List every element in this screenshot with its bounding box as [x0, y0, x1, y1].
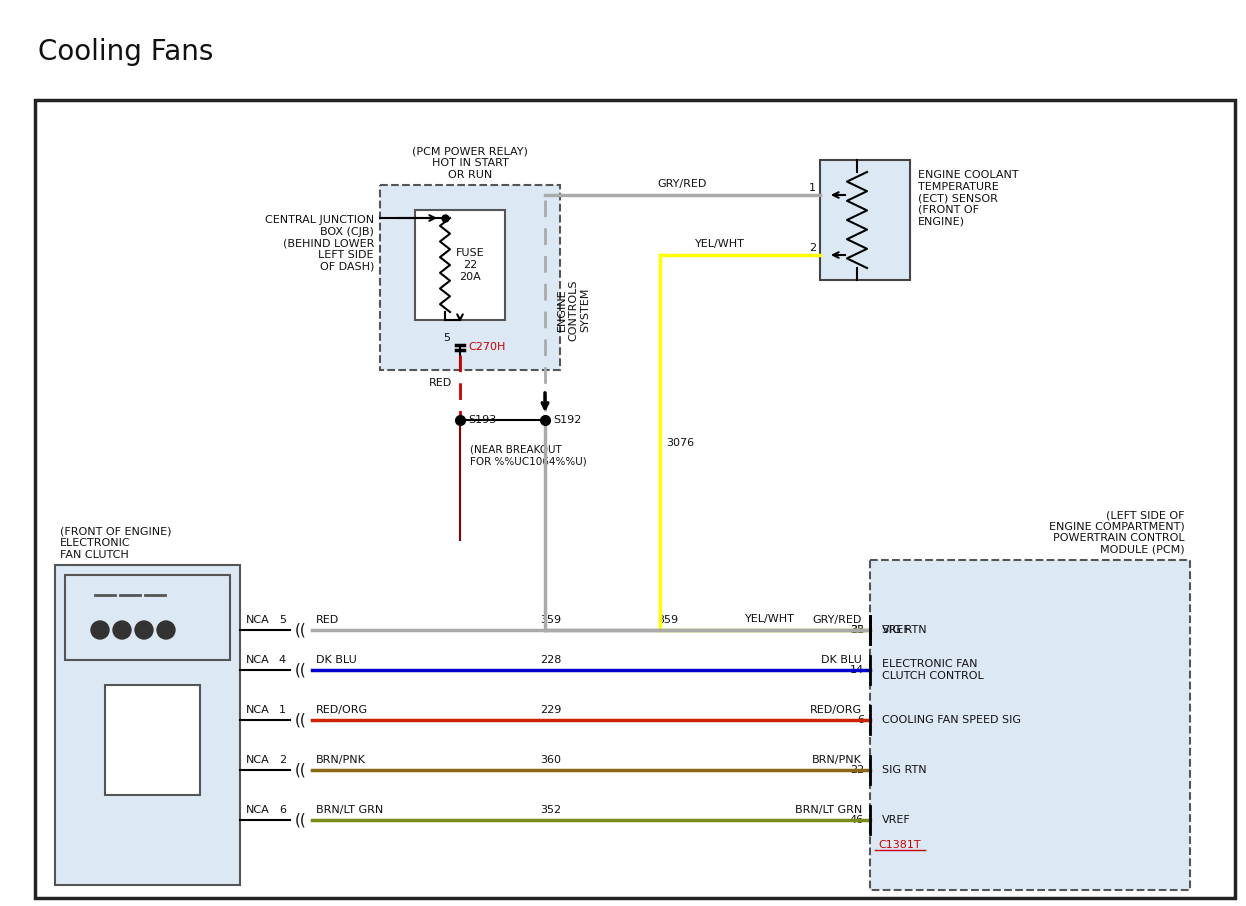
Text: GRY/RED: GRY/RED: [658, 179, 708, 189]
Text: 359: 359: [541, 615, 562, 625]
Text: 229: 229: [541, 705, 562, 715]
Text: ((: ((: [295, 622, 307, 638]
Text: 5: 5: [279, 615, 287, 625]
Text: (FRONT OF ENGINE)
ELECTRONIC
FAN CLUTCH: (FRONT OF ENGINE) ELECTRONIC FAN CLUTCH: [60, 526, 172, 560]
Text: 3076: 3076: [667, 438, 694, 448]
Bar: [870, 560, 1190, 890]
Text: 22: 22: [850, 765, 863, 775]
Text: ((: ((: [295, 662, 307, 678]
Text: GRY/RED: GRY/RED: [812, 615, 862, 625]
Text: RED: RED: [429, 378, 452, 388]
Text: 1: 1: [809, 183, 816, 193]
Text: RED: RED: [316, 615, 339, 625]
Text: ((: ((: [295, 813, 307, 827]
Bar: [65, 575, 231, 660]
Text: NCA: NCA: [245, 655, 269, 665]
Text: COOLING FAN SPEED SIG: COOLING FAN SPEED SIG: [882, 715, 1020, 725]
Text: S193: S193: [468, 415, 496, 425]
Text: RED/ORG: RED/ORG: [810, 705, 862, 715]
Text: NCA: NCA: [245, 805, 269, 815]
Text: NCA: NCA: [245, 705, 269, 715]
Text: C1381T: C1381T: [878, 840, 921, 850]
Text: 6: 6: [857, 715, 863, 725]
Text: FUSE
22
20A: FUSE 22 20A: [456, 248, 485, 282]
Text: 32: 32: [850, 625, 863, 635]
Text: SIG RTN: SIG RTN: [882, 765, 927, 775]
Text: ELECTRONIC FAN
CLUTCH CONTROL: ELECTRONIC FAN CLUTCH CONTROL: [882, 660, 984, 680]
Text: BRN/PNK: BRN/PNK: [316, 755, 366, 765]
Bar: [35, 100, 1235, 898]
Text: 1: 1: [279, 705, 287, 715]
Bar: [55, 565, 240, 885]
Text: SIG RTN: SIG RTN: [882, 625, 927, 635]
Text: (PCM POWER RELAY)
HOT IN START
OR RUN: (PCM POWER RELAY) HOT IN START OR RUN: [412, 147, 528, 180]
Text: VREF: VREF: [882, 625, 911, 635]
Text: BRN/PNK: BRN/PNK: [812, 755, 862, 765]
Text: 352: 352: [541, 805, 562, 815]
Bar: [105, 685, 201, 795]
Text: VREF: VREF: [882, 815, 911, 825]
Text: DK BLU: DK BLU: [821, 655, 862, 665]
Text: NCA: NCA: [245, 755, 269, 765]
Text: 46: 46: [850, 815, 863, 825]
Bar: [415, 210, 505, 320]
Text: YEL/WHT: YEL/WHT: [695, 239, 745, 249]
Text: BRN/LT GRN: BRN/LT GRN: [316, 805, 384, 815]
Text: 6: 6: [279, 805, 287, 815]
Text: BRN/LT GRN: BRN/LT GRN: [795, 805, 862, 815]
Text: Cooling Fans: Cooling Fans: [37, 38, 213, 66]
Bar: [820, 160, 910, 280]
Text: 14: 14: [850, 665, 863, 675]
Text: 2: 2: [279, 755, 287, 765]
Text: ((: ((: [295, 712, 307, 728]
Text: 360: 360: [541, 755, 562, 765]
Text: 4: 4: [279, 655, 287, 665]
Text: (LEFT SIDE OF
ENGINE COMPARTMENT)
POWERTRAIN CONTROL
MODULE (PCM): (LEFT SIDE OF ENGINE COMPARTMENT) POWERT…: [1049, 510, 1185, 555]
Circle shape: [91, 621, 108, 639]
Text: ENGINE COOLANT
TEMPERATURE
(ECT) SENSOR
(FRONT OF
ENGINE): ENGINE COOLANT TEMPERATURE (ECT) SENSOR …: [918, 170, 1019, 226]
Circle shape: [135, 621, 153, 639]
Text: C270H: C270H: [468, 342, 506, 352]
Text: NCA: NCA: [245, 615, 269, 625]
Circle shape: [113, 621, 131, 639]
Text: 25: 25: [850, 625, 863, 635]
Bar: [380, 185, 559, 370]
Text: 228: 228: [541, 655, 562, 665]
Text: CENTRAL JUNCTION
BOX (CJB)
(BEHIND LOWER
LEFT SIDE
OF DASH): CENTRAL JUNCTION BOX (CJB) (BEHIND LOWER…: [265, 215, 374, 272]
Text: S192: S192: [553, 415, 582, 425]
Text: RED/ORG: RED/ORG: [316, 705, 368, 715]
Text: YEL/WHT: YEL/WHT: [745, 614, 795, 624]
Circle shape: [157, 621, 174, 639]
Text: 2: 2: [809, 243, 816, 253]
Text: (NEAR BREAKOUT
FOR %%UC1064%%U): (NEAR BREAKOUT FOR %%UC1064%%U): [470, 445, 587, 467]
Text: ENGINE
CONTROLS
SYSTEM: ENGINE CONTROLS SYSTEM: [557, 279, 591, 341]
Text: DK BLU: DK BLU: [316, 655, 356, 665]
Text: 5: 5: [444, 333, 450, 343]
Text: ((: ((: [295, 763, 307, 777]
Text: 359: 359: [657, 615, 678, 625]
